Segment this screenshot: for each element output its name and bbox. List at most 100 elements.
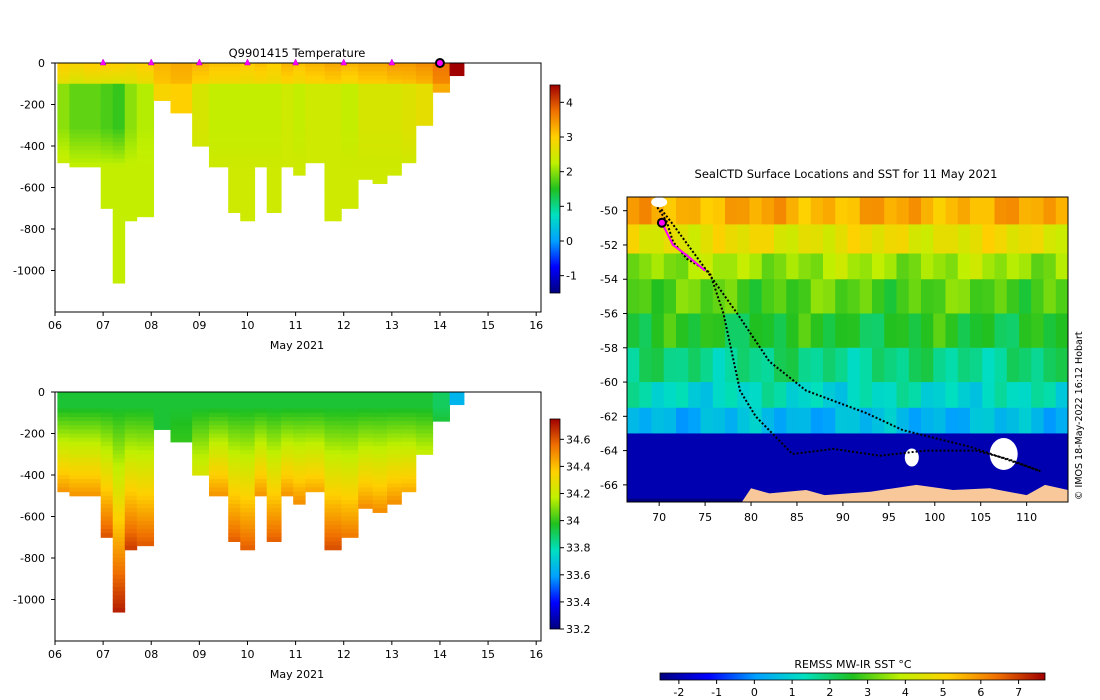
sst-band — [627, 313, 1068, 349]
sal-profile — [401, 392, 417, 493]
temp-x-tick-label: 15 — [481, 319, 495, 332]
sal-y-tick-label: -200 — [20, 428, 45, 441]
sal-profile — [208, 392, 229, 497]
sal-profile — [69, 392, 85, 497]
sst-map — [627, 197, 1068, 502]
sal-profile — [293, 392, 306, 505]
temp-profile — [112, 63, 126, 284]
temp-x-tick-label: 10 — [240, 319, 254, 332]
temp-profile — [192, 63, 210, 147]
sst-band — [627, 224, 1068, 255]
temp-profile — [415, 63, 434, 126]
temperature-colorbar-tick-label: -1 — [566, 270, 577, 283]
sal-profile — [153, 392, 171, 430]
sal-profile — [83, 392, 102, 497]
map-lon-tick-label: 90 — [836, 511, 850, 524]
temp-y-tick-label: -800 — [20, 223, 45, 236]
sst-band — [627, 382, 1068, 409]
map-lat-tick-label: -62 — [600, 410, 618, 423]
sal-x-tick-label: 14 — [433, 648, 447, 661]
temperature-y-axis: 0 -200 -400 -600 -800 -1000 — [13, 57, 55, 278]
map-lat-tick-label: -64 — [600, 445, 618, 458]
sal-profile — [136, 392, 155, 547]
salinity-colorbar-tick-label: 34.6 — [566, 433, 591, 446]
sst-colorbar-tick-label: -2 — [673, 686, 684, 699]
salinity-section: 06 07 08 09 10 11 12 13 14 15 16 0 -200 -400 -600 -800… — [13, 386, 590, 681]
temp-x-tick-label: 14 — [433, 319, 447, 332]
temperature-x-axis: 06 07 08 09 10 11 12 13 14 15 16 — [48, 312, 543, 332]
sal-y-tick-label: -800 — [20, 552, 45, 565]
temp-profile — [170, 63, 193, 114]
sal-x-tick-label: 08 — [144, 648, 158, 661]
temp-profile — [100, 63, 114, 209]
temp-profile — [254, 63, 268, 168]
temperature-colorbar-tick-label: 2 — [566, 166, 573, 179]
salinity-colorbar-tick-label: 34.2 — [566, 488, 591, 501]
sal-profile — [281, 392, 294, 497]
temperature-x-label: May 2021 — [270, 339, 324, 352]
sst-colorbar — [659, 672, 1046, 681]
temp-profile — [208, 63, 229, 168]
sal-profile — [372, 392, 388, 513]
map-lon-tick-label: 70 — [652, 511, 666, 524]
sst-colorbar-tick-label: 7 — [1015, 686, 1022, 699]
salinity-colorbar-tick-label: 33.4 — [566, 596, 591, 609]
temp-profile — [240, 63, 256, 222]
sal-profile — [305, 392, 325, 493]
sal-profile — [415, 392, 434, 455]
map-lat-tick-label: -56 — [600, 308, 618, 321]
temperature-colorbar-tick-label: 4 — [566, 96, 573, 109]
temp-y-tick-label: -400 — [20, 140, 45, 153]
salinity-colorbar-tick-label: 33.2 — [566, 623, 591, 636]
sal-profile — [358, 392, 373, 509]
sst-colorbar-tick-label: 3 — [864, 686, 871, 699]
temperature-section: Q9901415 Temperature 06 07 08 09 10 11 12 13 14 1… — [13, 46, 577, 352]
map-lat-tick-label: -60 — [600, 376, 618, 389]
sal-x-tick-label: 11 — [289, 648, 303, 661]
temp-profile — [124, 63, 138, 222]
current-position-marker — [434, 58, 445, 68]
map-lon-tick-label: 105 — [970, 511, 991, 524]
map-lon-tick-label: 80 — [744, 511, 758, 524]
temperature-plot — [57, 63, 465, 284]
temp-x-tick-label: 13 — [385, 319, 399, 332]
sal-x-tick-label: 06 — [48, 648, 62, 661]
temp-x-tick-label: 09 — [192, 319, 206, 332]
sal-profile — [449, 392, 465, 406]
temp-profile — [449, 63, 465, 77]
surface-position-marker — [99, 58, 107, 66]
map-lon-tick-label: 85 — [790, 511, 804, 524]
map-lon-tick-label: 100 — [924, 511, 945, 524]
antarctic-coastline — [627, 484, 1068, 502]
salinity-x-axis: 06 07 08 09 10 11 12 13 14 15 16 — [48, 641, 543, 661]
temperature-colorbar-tick-label: 0 — [566, 235, 573, 248]
sal-y-tick-label: -1000 — [13, 594, 45, 607]
sst-colorbar-tick-label: 4 — [902, 686, 909, 699]
map-lat-tick-label: -66 — [600, 479, 618, 492]
sst-colorbar-label: REMSS MW-IR SST °C — [794, 658, 912, 671]
map-lat-tick-label: -50 — [600, 205, 618, 218]
map-lat-tick-label: -58 — [600, 342, 618, 355]
sst-colorbar-tick-label: 2 — [826, 686, 833, 699]
sal-profile — [240, 392, 256, 551]
sst-colorbar-tick-label: -1 — [711, 686, 722, 699]
sal-x-tick-label: 10 — [240, 648, 254, 661]
temp-profile — [341, 63, 359, 209]
temperature-colorbar-ticks: -1 0 1 2 3 4 — [560, 96, 577, 283]
map-copyright: © IMOS 18-May-2022 16:12 Hobart — [1074, 331, 1085, 500]
temperature-colorbar-tick-label: 1 — [566, 200, 573, 213]
sst-band — [627, 279, 1068, 315]
temperature-colorbar — [549, 84, 561, 294]
sal-profile — [192, 392, 210, 476]
sst-map-section: SealCTD Surface Locations and SST for 11… — [600, 167, 1085, 699]
temp-profile — [372, 63, 388, 184]
salinity-colorbar-ticks: 33.2 33.4 33.6 33.8 34 34.2 34.4 34.6 — [560, 433, 591, 636]
map-title: SealCTD Surface Locations and SST for 11… — [695, 167, 998, 181]
temp-x-tick-label: 11 — [289, 319, 303, 332]
temp-profile — [228, 63, 241, 213]
sal-y-tick-label: 0 — [38, 386, 45, 399]
salinity-colorbar-tick-label: 34.4 — [566, 460, 591, 473]
sal-profile — [112, 392, 126, 613]
sal-y-tick-label: -600 — [20, 511, 45, 524]
sal-profile — [387, 392, 402, 505]
